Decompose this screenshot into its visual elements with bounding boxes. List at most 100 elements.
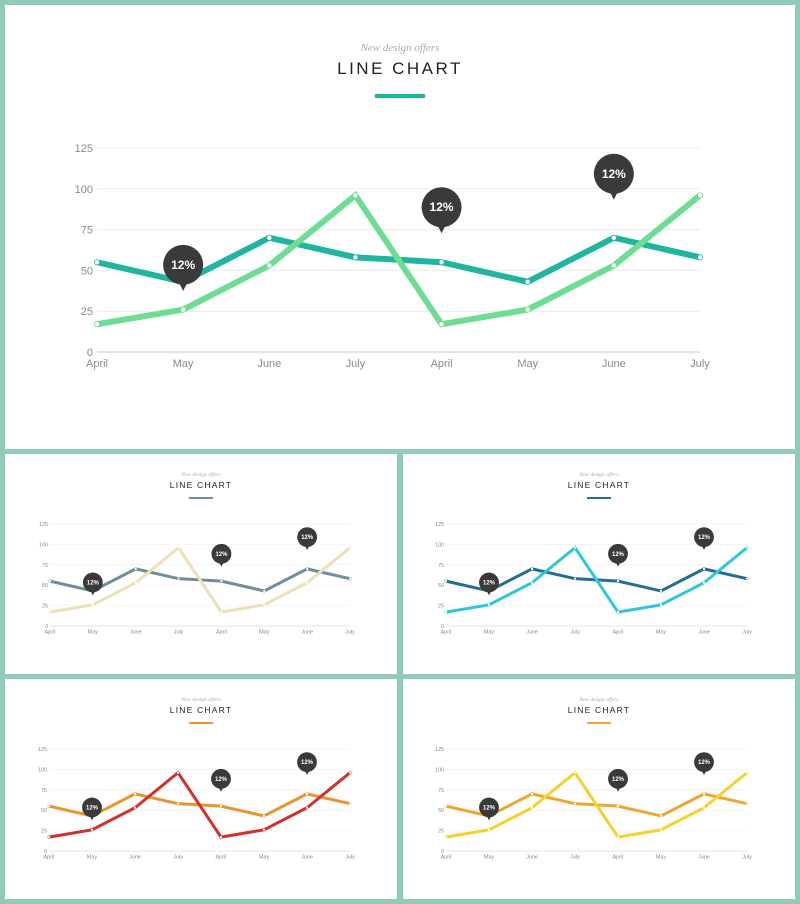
chart-panel-blue: New design offers LINE CHART 0 25 50 75 100 1… [403, 454, 795, 674]
data-point [573, 771, 577, 774]
data-point [134, 581, 137, 584]
y-tick-label: 100 [75, 184, 93, 196]
chart-panel-slate: New design offers LINE CHART 0 25 50 75 100 1… [5, 454, 397, 674]
series-line-2 [444, 770, 749, 839]
data-point [659, 603, 663, 606]
callout-pin: 12% [297, 752, 317, 776]
data-point [611, 235, 617, 240]
data-point [525, 307, 530, 312]
data-point [262, 828, 266, 831]
data-point [745, 802, 749, 805]
data-point [48, 580, 52, 583]
callout-pin: 12% [163, 244, 204, 291]
callout-pointer [487, 591, 491, 596]
chart-subtitle: New design offers [181, 697, 221, 703]
x-tick-label: July [345, 629, 355, 635]
y-tick-label: 100 [435, 542, 444, 548]
data-point [306, 567, 309, 570]
callout-pin: 12% [608, 543, 628, 567]
callout-pin: 12% [694, 527, 714, 551]
data-point [177, 577, 180, 580]
callout-bubble [593, 153, 634, 194]
chart-panel-yellow: New design offers LINE CHART 0 25 50 75 100 1… [403, 679, 795, 899]
data-point [176, 771, 180, 774]
callout-label: 12% [698, 535, 711, 541]
chart-title: LINE CHART [567, 705, 631, 715]
data-point [444, 611, 448, 614]
x-tick-label: July [173, 854, 183, 860]
callout-pin: 12% [593, 153, 634, 200]
x-tick-label: July [174, 629, 184, 635]
y-tick-label: 25 [41, 829, 47, 835]
y-tick-label: 125 [38, 747, 47, 753]
x-tick-label: May [656, 854, 667, 860]
y-tick-label: 25 [42, 604, 48, 610]
y-tick-label: 75 [438, 788, 444, 794]
callout-pin: 12% [694, 752, 714, 776]
data-point [573, 546, 577, 549]
data-point [90, 828, 94, 831]
data-point [530, 567, 534, 570]
callout-bubble [479, 572, 499, 593]
data-point [745, 771, 749, 774]
callout-pin: 12% [479, 797, 499, 821]
callout-bubble [479, 797, 499, 818]
x-tick-label: April [441, 854, 452, 860]
callout-pointer [437, 225, 446, 234]
callout-pointer [609, 191, 618, 200]
data-point [530, 806, 534, 809]
data-point [444, 805, 448, 808]
x-tick-label: July [346, 358, 366, 370]
x-tick-label: April [441, 629, 452, 635]
callout-label: 12% [86, 805, 99, 811]
y-tick-label: 25 [438, 829, 444, 835]
callout-bubble [297, 527, 318, 548]
x-tick-label: June [602, 358, 626, 370]
data-point [305, 792, 309, 795]
callout-bubble [694, 752, 714, 773]
data-point [616, 580, 620, 583]
y-tick-label: 0 [441, 624, 444, 630]
x-tick-label: June [301, 854, 313, 860]
callout-pointer [179, 282, 188, 291]
callout-bubble [421, 187, 462, 228]
data-point [702, 581, 706, 584]
data-point [263, 603, 266, 606]
x-tick-label: May [259, 854, 270, 860]
x-tick-label: April [613, 629, 624, 635]
data-point [177, 546, 180, 549]
y-tick-label: 0 [45, 624, 48, 630]
data-point [348, 546, 352, 549]
callout-pin: 12% [211, 768, 231, 792]
data-point [91, 603, 94, 606]
callout-pointer [305, 546, 310, 551]
x-tick-label: June [129, 854, 141, 860]
callout-label: 12% [171, 258, 195, 272]
callout-pointer [616, 787, 620, 792]
x-tick-label: May [87, 854, 98, 860]
x-tick-label: June [526, 854, 538, 860]
data-point [176, 802, 180, 805]
chart-subtitle: New design offers [181, 472, 221, 478]
x-tick-label: May [259, 629, 270, 635]
callout-pin: 12% [608, 768, 628, 792]
y-tick-label: 50 [438, 583, 444, 589]
x-tick-label: May [656, 629, 667, 635]
callout-pin: 12% [479, 572, 499, 596]
data-point [267, 263, 272, 268]
callout-pointer [616, 562, 620, 567]
data-point [616, 805, 620, 808]
chart-subtitle: New design offers [360, 42, 440, 54]
callout-bubble [297, 752, 317, 773]
data-point [262, 814, 266, 818]
data-point [94, 260, 100, 265]
title-accent-bar [375, 94, 425, 98]
callout-label: 12% [430, 200, 454, 214]
x-tick-label: July [570, 854, 580, 860]
y-tick-label: 75 [81, 225, 93, 237]
data-point [133, 792, 137, 795]
callout-bubble [608, 768, 628, 789]
data-point [444, 580, 448, 583]
data-point [439, 260, 444, 265]
data-point [487, 828, 491, 831]
